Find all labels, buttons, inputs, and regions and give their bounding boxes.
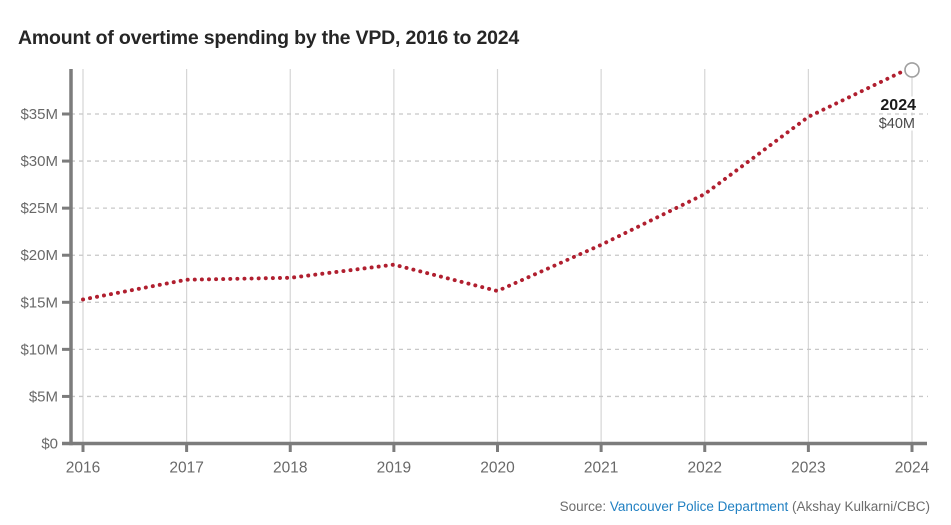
- x-tick-label: 2017: [169, 460, 203, 477]
- chart-title: Amount of overtime spending by the VPD, …: [18, 27, 520, 49]
- data-line: [81, 64, 914, 302]
- endpoint-marker: [904, 62, 920, 78]
- y-tick-label: $25M: [20, 200, 58, 217]
- x-tick-label: 2020: [480, 460, 515, 477]
- source-prefix: Source:: [559, 499, 610, 514]
- x-tick-label: 2016: [66, 460, 100, 477]
- annotation-value: $40M: [879, 116, 915, 132]
- source-suffix: (Akshay Kulkarni/CBC): [788, 499, 930, 514]
- x-tick-label: 2021: [584, 460, 618, 477]
- y-tick-label: $20M: [20, 247, 58, 264]
- source-line: Source: Vancouver Police Department (Aks…: [560, 499, 930, 514]
- x-tick-label: 2024: [895, 460, 930, 477]
- x-tick-label: 2018: [273, 460, 307, 477]
- y-tick-label: $0: [41, 436, 58, 453]
- y-tick-label: $30M: [20, 153, 58, 170]
- x-tick-label: 2022: [688, 460, 722, 477]
- x-tick-label: 2023: [791, 460, 825, 477]
- x-tick-label: 2019: [377, 460, 411, 477]
- y-tick-label: $15M: [20, 294, 58, 311]
- annotation-year: 2024: [880, 97, 916, 114]
- source-link[interactable]: Vancouver Police Department: [609, 499, 789, 514]
- y-tick-label: $10M: [20, 341, 58, 358]
- y-tick-label: $5M: [29, 388, 58, 405]
- y-tick-label: $35M: [20, 106, 58, 123]
